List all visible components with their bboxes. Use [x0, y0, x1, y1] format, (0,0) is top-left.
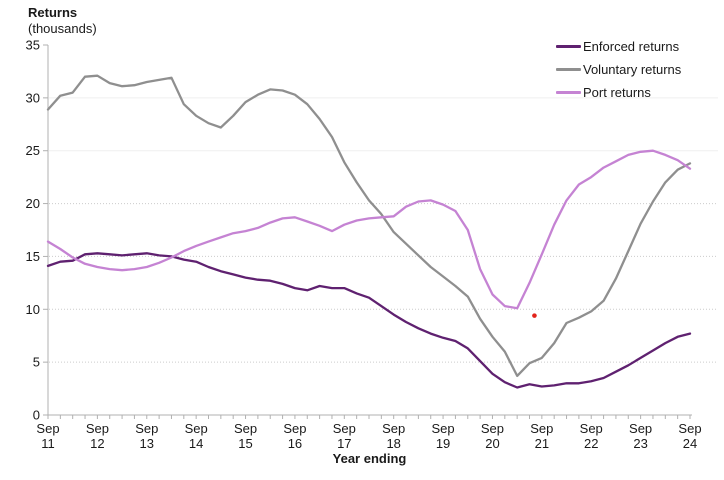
legend-line-swatch-icon [556, 45, 581, 48]
x-tick-label: Sep 22 [580, 421, 603, 451]
legend-label: Voluntary returns [583, 62, 682, 77]
x-tick-label: Sep 18 [382, 421, 405, 451]
legend-item: Port returns [556, 85, 681, 100]
x-tick-label: Sep 20 [481, 421, 504, 451]
legend-label: Port returns [583, 85, 651, 100]
x-tick-label: Sep 12 [86, 421, 109, 451]
y-tick-label-25: 25 [26, 143, 40, 158]
series-line-enforced-returns [46, 252, 692, 389]
x-tick-label: Sep 11 [36, 421, 59, 451]
chart-title: Returns [28, 5, 78, 20]
x-tick-label: Sep 16 [283, 421, 306, 451]
series-line-voluntary-returns [46, 74, 692, 378]
legend-item: Voluntary returns [556, 62, 681, 77]
x-axis-title: Year ending [332, 451, 407, 466]
legend-label: Enforced returns [583, 39, 680, 54]
legend-item: Enforced returns [556, 39, 681, 54]
x-tick-label: Sep 21 [530, 421, 553, 451]
legend-line-swatch-icon [556, 91, 581, 94]
y-tick-label-20: 20 [26, 196, 40, 211]
y-tick-label-15: 15 [26, 249, 40, 264]
chart-subtitle: (thousands) [28, 21, 97, 36]
x-tick-label: Sep 14 [185, 421, 208, 451]
x-tick-label: Sep 17 [333, 421, 356, 451]
y-tick-label-0: 0 [33, 408, 40, 423]
x-tick-label: Sep 24 [678, 421, 701, 451]
y-tick-label-35: 35 [26, 38, 40, 53]
x-tick-label: Sep 15 [234, 421, 257, 451]
y-tick-label-30: 30 [26, 90, 40, 105]
y-tick-label-10: 10 [26, 302, 40, 317]
x-tick-label: Sep 19 [432, 421, 455, 451]
x-tick-label: Sep 13 [135, 421, 158, 451]
legend: Enforced returns Voluntary returns Port re… [556, 39, 681, 108]
legend-line-swatch-icon [556, 68, 581, 71]
series-line-port-returns [46, 149, 692, 310]
y-tick-label-5: 5 [33, 355, 40, 370]
annotation-dot [532, 313, 537, 318]
x-tick-label: Sep 23 [629, 421, 652, 451]
